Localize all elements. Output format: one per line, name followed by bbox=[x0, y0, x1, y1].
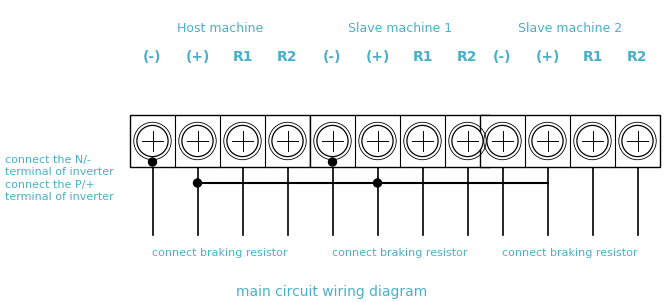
Text: connect the P/+
terminal of inverter: connect the P/+ terminal of inverter bbox=[5, 180, 114, 202]
Circle shape bbox=[362, 125, 393, 157]
Text: Slave machine 2: Slave machine 2 bbox=[518, 22, 622, 35]
Circle shape bbox=[407, 125, 438, 157]
Text: connect the N/-
terminal of inverter: connect the N/- terminal of inverter bbox=[5, 155, 114, 177]
Circle shape bbox=[149, 158, 157, 166]
Text: Slave machine 1: Slave machine 1 bbox=[348, 22, 452, 35]
Circle shape bbox=[137, 125, 168, 157]
Text: (-): (-) bbox=[143, 50, 162, 64]
Text: connect braking resistor: connect braking resistor bbox=[502, 248, 637, 258]
Circle shape bbox=[193, 179, 201, 187]
Text: (-): (-) bbox=[493, 50, 512, 64]
Text: (+): (+) bbox=[185, 50, 210, 64]
FancyBboxPatch shape bbox=[480, 115, 660, 167]
Text: (+): (+) bbox=[535, 50, 560, 64]
Text: main circuit wiring diagram: main circuit wiring diagram bbox=[236, 285, 428, 299]
Text: (-): (-) bbox=[323, 50, 342, 64]
Circle shape bbox=[622, 125, 653, 157]
Text: connect braking resistor: connect braking resistor bbox=[152, 248, 288, 258]
Circle shape bbox=[182, 125, 213, 157]
Circle shape bbox=[452, 125, 483, 157]
Circle shape bbox=[373, 179, 382, 187]
Circle shape bbox=[317, 125, 348, 157]
Text: R2: R2 bbox=[278, 50, 297, 64]
Text: Host machine: Host machine bbox=[177, 22, 263, 35]
FancyBboxPatch shape bbox=[130, 115, 310, 167]
FancyBboxPatch shape bbox=[310, 115, 490, 167]
Text: R1: R1 bbox=[582, 50, 603, 64]
Circle shape bbox=[329, 158, 337, 166]
Text: R2: R2 bbox=[627, 50, 648, 64]
Text: (+): (+) bbox=[365, 50, 390, 64]
Circle shape bbox=[532, 125, 563, 157]
Text: connect braking resistor: connect braking resistor bbox=[332, 248, 467, 258]
Circle shape bbox=[577, 125, 608, 157]
Text: R2: R2 bbox=[457, 50, 478, 64]
Circle shape bbox=[227, 125, 258, 157]
Text: R1: R1 bbox=[232, 50, 253, 64]
Circle shape bbox=[487, 125, 518, 157]
Text: R1: R1 bbox=[412, 50, 433, 64]
Circle shape bbox=[272, 125, 303, 157]
